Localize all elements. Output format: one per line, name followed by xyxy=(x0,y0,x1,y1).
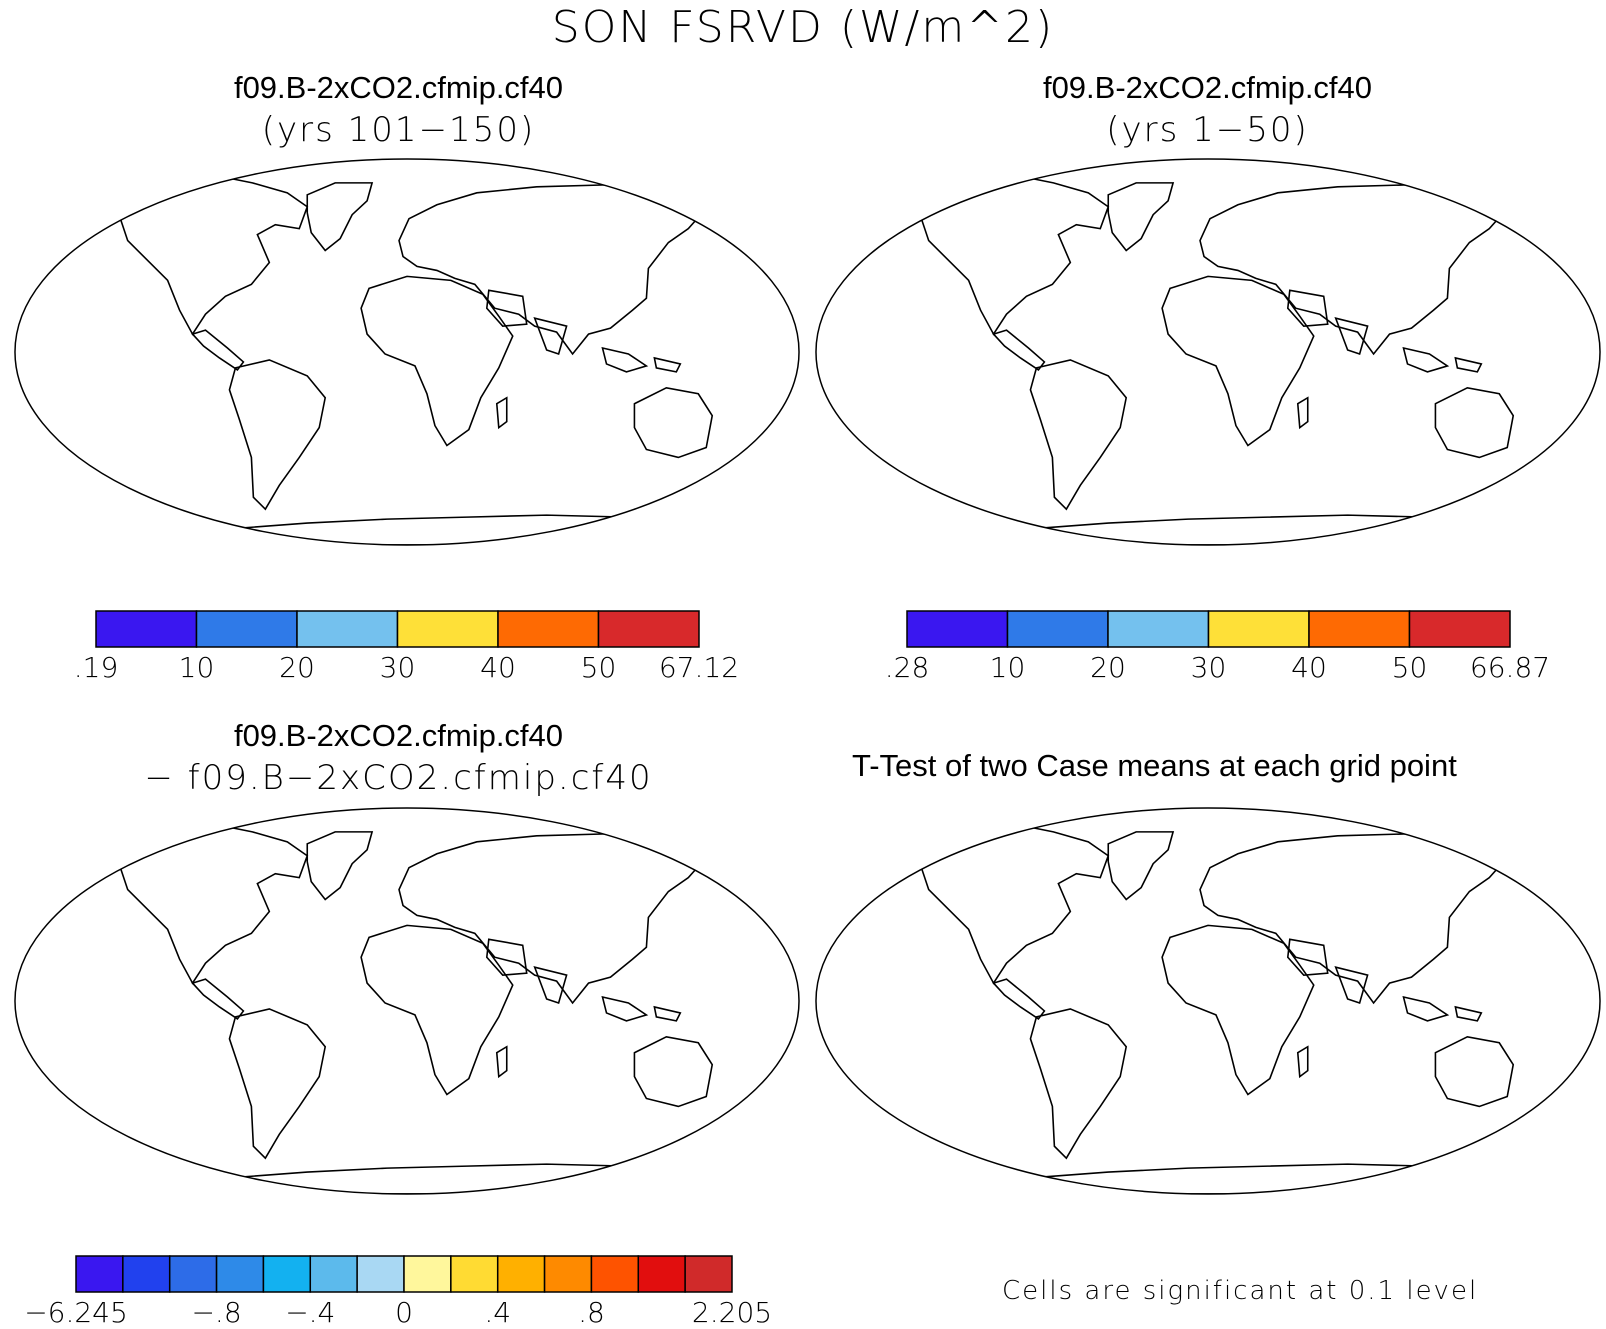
colorbar-swatch xyxy=(309,1255,358,1293)
colorbar-swatch xyxy=(597,610,700,648)
colorbar-swatch xyxy=(1207,610,1310,648)
panel3-title: f09.B-2xCO2.cfmip.cf40 xyxy=(233,718,564,753)
colorbar-swatch xyxy=(906,610,1009,648)
colorbar-swatch xyxy=(637,1255,686,1293)
panel2-subtitle: (yrs 1−50) xyxy=(1106,110,1309,150)
colorbar-swatch xyxy=(497,610,600,648)
colorbar-tick-label: .4 xyxy=(484,1296,512,1329)
colorbar-tick-label: 10 xyxy=(989,651,1026,684)
panel1-subtitle: (yrs 101−150) xyxy=(261,110,536,150)
colorbar-swatch xyxy=(215,1255,265,1293)
colorbar-tick-label: 20 xyxy=(279,651,315,684)
panel3-colorbar xyxy=(75,1255,733,1293)
colorbar-swatch xyxy=(1107,610,1210,648)
colorbar-swatch xyxy=(450,1255,499,1293)
colorbar-swatch xyxy=(1006,610,1109,648)
panel4-title: T-Test of two Case means at each grid po… xyxy=(852,748,1457,783)
colorbar-swatch xyxy=(684,1255,733,1293)
colorbar-swatch xyxy=(590,1255,640,1293)
colorbar-tick-label: 66.87 xyxy=(1469,651,1551,684)
panel2-title: f09.B-2xCO2.cfmip.cf40 xyxy=(1042,70,1373,105)
colorbar-swatch xyxy=(543,1255,593,1293)
colorbar-tick-label: .8 xyxy=(578,1296,605,1329)
panel2-colorbar xyxy=(906,610,1511,648)
colorbar-swatch xyxy=(356,1255,405,1293)
colorbar-swatch xyxy=(95,610,198,648)
panel3-map xyxy=(14,807,800,1195)
colorbar-tick-label: 10 xyxy=(178,651,215,684)
colorbar-swatch xyxy=(1408,610,1511,648)
colorbar-swatch xyxy=(396,610,499,648)
colorbar-tick-label: 20 xyxy=(1090,651,1126,684)
panel1-title: f09.B-2xCO2.cfmip.cf40 xyxy=(233,70,564,105)
colorbar-swatch xyxy=(403,1255,452,1293)
colorbar-swatch xyxy=(496,1255,546,1293)
colorbar-tick-label: 0 xyxy=(395,1296,413,1329)
panel1-colorbar xyxy=(95,610,700,648)
colorbar-tick-label: 40 xyxy=(480,651,516,684)
colorbar-swatch xyxy=(122,1255,171,1293)
colorbar-swatch xyxy=(262,1255,312,1293)
colorbar-tick-label: 50 xyxy=(580,651,617,684)
colorbar-tick-label: −6.245 xyxy=(24,1296,128,1329)
panel2-map xyxy=(815,158,1601,546)
panel1-map xyxy=(14,158,800,546)
colorbar-tick-label: 30 xyxy=(379,651,416,684)
colorbar-tick-label: 50 xyxy=(1391,651,1428,684)
significance-note: Cells are significant at 0.1 level xyxy=(1002,1276,1479,1306)
colorbar-tick-label: .19 xyxy=(73,651,119,684)
colorbar-swatch xyxy=(1308,610,1411,648)
colorbar-tick-label: 30 xyxy=(1190,651,1227,684)
colorbar-tick-label: 67.12 xyxy=(658,651,740,684)
colorbar-tick-label: −.8 xyxy=(191,1296,242,1329)
panel3-subtitle: − f09.B−2xCO2.cfmip.cf40 xyxy=(144,758,653,798)
panel4-map xyxy=(815,807,1601,1195)
colorbar-swatch xyxy=(75,1255,124,1293)
colorbar-tick-label: 40 xyxy=(1291,651,1327,684)
colorbar-tick-label: −.4 xyxy=(285,1296,336,1329)
colorbar-tick-label: 2.205 xyxy=(691,1296,773,1329)
colorbar-swatch xyxy=(168,1255,218,1293)
colorbar-tick-label: .28 xyxy=(884,651,930,684)
colorbar-swatch xyxy=(195,610,298,648)
figure-title: SON FSRVD (W/m^2) xyxy=(551,2,1055,53)
colorbar-swatch xyxy=(296,610,399,648)
